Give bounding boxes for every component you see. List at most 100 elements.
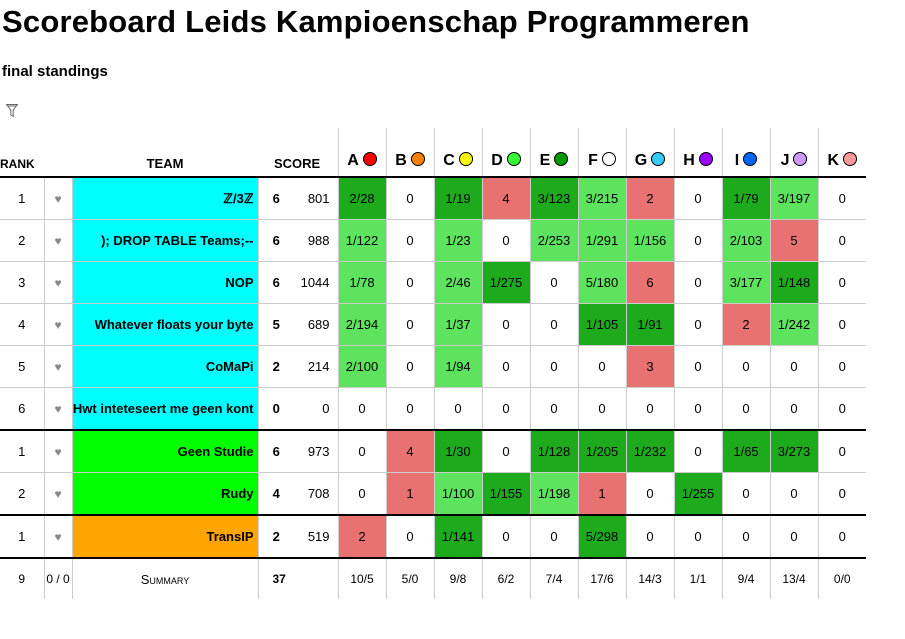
heart-icon[interactable]: ♥ [43, 345, 73, 388]
problem-cell-h: 0 [673, 387, 723, 431]
team-solved-count: 2 [257, 345, 294, 388]
team-row[interactable]: 3 ♥ NOP 6 1044 1/78 0 2/46 1/275 0 5/180 6 0 3/177 1/1… [0, 261, 867, 304]
summary-problem-c: 9/8 [433, 558, 483, 599]
problem-header-e[interactable]: E [529, 128, 579, 178]
balloon-color-icon [743, 152, 758, 166]
summary-problem-b: 5/0 [385, 558, 435, 599]
summary-favourites: 0 / 0 [43, 558, 72, 599]
problem-header-k[interactable]: K [817, 128, 867, 178]
summary-problem-j: 13/4 [769, 558, 819, 599]
team-solved-count: 0 [257, 387, 294, 431]
problem-cell-d: 0 [481, 387, 531, 431]
team-row[interactable]: 1 ♥ Geen Studie 6 973 0 4 1/30 0 1/128 1/205 1/232 0… [0, 430, 867, 473]
heart-icon[interactable]: ♥ [43, 177, 73, 220]
team-name[interactable]: TransIP [72, 515, 258, 559]
heart-icon[interactable]: ♥ [43, 303, 73, 346]
heart-icon[interactable]: ♥ [43, 387, 73, 431]
problem-cell-e: 1/128 [529, 430, 579, 473]
balloon-color-icon [554, 152, 569, 166]
problem-header-g[interactable]: G [625, 128, 675, 178]
team-row[interactable]: 6 ♥ Hwt inteteseert me geen kont 0 0 0 0 0 0 0 0 0 0… [0, 387, 867, 431]
problem-header-i[interactable]: I [721, 128, 771, 178]
team-name[interactable]: Hwt inteteseert me geen kont [72, 387, 258, 431]
problem-cell-b: 1 [385, 472, 435, 516]
problem-cell-e: 2/253 [529, 219, 579, 262]
balloon-color-icon [458, 152, 473, 166]
team-rank: 3 [0, 261, 44, 304]
team-solved-count: 6 [257, 177, 294, 220]
problem-header-h[interactable]: H [673, 128, 723, 178]
problem-cell-a: 2/100 [337, 345, 387, 388]
problem-cell-a: 2/194 [337, 303, 387, 346]
team-penalty-time: 0 [294, 387, 339, 431]
problem-cell-g: 6 [625, 261, 675, 304]
filter-icon[interactable] [6, 104, 18, 118]
problem-cell-d: 0 [481, 345, 531, 388]
problem-label: C [443, 152, 455, 169]
problem-cell-k: 0 [817, 472, 867, 516]
summary-total-solved: 37 [257, 558, 339, 599]
problem-cell-i: 0 [721, 387, 771, 431]
problem-cell-j: 0 [769, 345, 819, 388]
problem-header-c[interactable]: C [433, 128, 483, 178]
team-penalty-time: 519 [294, 515, 339, 559]
problem-cell-f: 5/180 [577, 261, 627, 304]
problem-cell-i: 1/79 [721, 177, 771, 220]
score-header[interactable]: SCORE [258, 128, 339, 178]
problem-cell-k: 0 [817, 387, 867, 431]
problem-cell-k: 0 [817, 261, 867, 304]
team-name[interactable]: NOP [72, 261, 258, 304]
team-row[interactable]: 5 ♥ CoMaPi 2 214 2/100 0 1/94 0 0 0 3 0 0 0 0 [0, 345, 867, 388]
problem-cell-c: 1/30 [433, 430, 483, 473]
heart-icon[interactable]: ♥ [43, 261, 73, 304]
favourite-header [44, 128, 72, 178]
team-header[interactable]: TEAM [72, 128, 258, 178]
problem-header-a[interactable]: A [337, 128, 387, 178]
summary-problem-f: 17/6 [577, 558, 627, 599]
team-rank: 6 [0, 387, 44, 431]
problem-cell-b: 0 [385, 387, 435, 431]
team-row[interactable]: 1 ♥ TransIP 2 519 2 0 1/141 0 0 5/298 0 0 0 0 0 [0, 515, 867, 559]
team-penalty-time: 801 [294, 177, 339, 220]
team-name[interactable]: Rudy [72, 472, 258, 516]
team-row[interactable]: 1 ♥ ℤ/3ℤ 6 801 2/28 0 1/19 4 3/123 3/215 2 0 1/79 3/19… [0, 177, 867, 220]
problem-cell-c: 1/37 [433, 303, 483, 346]
problem-header-b[interactable]: B [385, 128, 435, 178]
team-name[interactable]: CoMaPi [72, 345, 258, 388]
problem-cell-k: 0 [817, 430, 867, 473]
problem-cell-i: 0 [721, 472, 771, 516]
team-row[interactable]: 4 ♥ Whatever floats your byte 5 689 2/194 0 1/3… [0, 303, 867, 346]
problem-cell-h: 0 [673, 261, 723, 304]
problem-label: B [395, 152, 407, 169]
problem-cell-j: 0 [769, 472, 819, 516]
team-rank: 4 [0, 303, 44, 346]
heart-icon[interactable]: ♥ [43, 430, 73, 473]
heart-icon[interactable]: ♥ [43, 219, 73, 262]
problem-cell-g: 0 [625, 515, 675, 559]
problem-cell-i: 1/65 [721, 430, 771, 473]
problem-cell-f: 1/205 [577, 430, 627, 473]
problem-cell-h: 1/255 [673, 472, 723, 516]
rank-header[interactable]: RANK [0, 128, 44, 178]
problem-cell-f: 1 [577, 472, 627, 516]
team-row[interactable]: 2 ♥ Rudy 4 708 0 1 1/100 1/155 1/198 1 0 1/255 0 0 0 [0, 472, 867, 516]
problem-cell-f: 0 [577, 387, 627, 431]
problem-header-d[interactable]: D [481, 128, 531, 178]
problem-cell-c: 1/19 [433, 177, 483, 220]
problem-header-j[interactable]: J [769, 128, 819, 178]
team-name[interactable]: Geen Studie [72, 430, 258, 473]
team-name[interactable]: ); DROP TABLE Teams;-- [72, 219, 258, 262]
problem-label: E [539, 152, 551, 169]
team-solved-count: 5 [257, 303, 294, 346]
heart-icon[interactable]: ♥ [43, 515, 73, 559]
summary-problem-k: 0/0 [817, 558, 867, 599]
problem-cell-d: 1/155 [481, 472, 531, 516]
heart-icon[interactable]: ♥ [43, 472, 73, 516]
problem-cell-g: 2 [625, 177, 675, 220]
team-name[interactable]: ℤ/3ℤ [72, 177, 258, 220]
problem-header-f[interactable]: F [577, 128, 627, 178]
problem-cell-k: 0 [817, 345, 867, 388]
team-row[interactable]: 2 ♥); DROP TABLE Teams;-- 6 988 1/122 0 1/23 0 2… [0, 219, 867, 262]
team-name[interactable]: Whatever floats your byte [72, 303, 258, 346]
